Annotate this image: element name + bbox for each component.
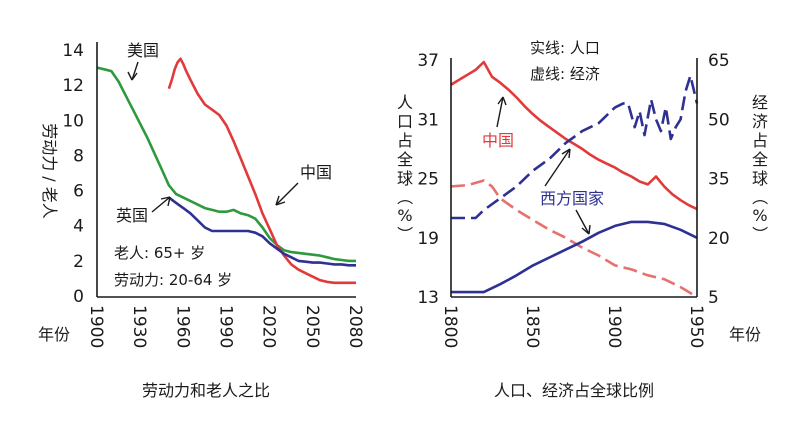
axis-title-char: 全 [397, 150, 413, 169]
share-chart-ylabel-right: 经济占全球（%） [750, 93, 769, 242]
x-tick-label: 1800 [440, 305, 460, 348]
x-tick-label: 2020 [259, 305, 279, 348]
x-tick-label: 1990 [216, 305, 236, 348]
axis-title-char: 占 [752, 131, 768, 150]
china-label-right: 中国 [482, 131, 514, 150]
west-arrow-upper [544, 148, 571, 187]
x-tick-label: 1960 [172, 305, 192, 348]
x-tick-label: 1950 [686, 305, 706, 348]
y-tick-label: 4 [73, 217, 84, 237]
series-line [167, 57, 356, 285]
axis-title-char: 济 [752, 112, 768, 131]
uk-label: 英国 [116, 206, 148, 225]
y-tick-label-left: 13 [417, 288, 439, 308]
axis-title-char: 口 [397, 112, 413, 131]
y-tick-label: 0 [73, 287, 84, 307]
axis-title-char: 占 [397, 131, 413, 150]
west-arrow-lower [575, 209, 590, 235]
china-label-left: 中国 [300, 163, 332, 182]
china-arrowhead-left [275, 195, 286, 206]
usa-arrow [131, 61, 139, 81]
west-arrowhead-upper [561, 148, 571, 159]
share-chart-caption: 人口、经济占全球比例 [494, 381, 654, 400]
y-tick-label: 2 [73, 252, 84, 272]
west-label: 西方国家 [540, 189, 604, 208]
y-tick-label-right: 5 [708, 288, 719, 308]
y-tick-label-right: 50 [708, 110, 730, 130]
axis-title-char: % [752, 206, 767, 225]
china-arrowhead-right [497, 96, 507, 106]
series-line [450, 60, 698, 211]
usa-arrowhead [127, 71, 138, 81]
share-chart-right-ticks: 5 20 35 50 65 [708, 51, 730, 308]
ratio-note-workforce: 劳动力: 20-64 岁 [114, 271, 232, 289]
ratio-chart-xlabel: 年份 [38, 325, 70, 344]
y-tick-label: 12 [62, 76, 84, 96]
axis-title-char: （ [395, 189, 414, 205]
y-tick-label-right: 20 [708, 229, 730, 249]
ratio-chart-caption: 劳动力和老人之比 [142, 381, 270, 400]
series-line [450, 179, 698, 299]
y-tick-label: 8 [73, 146, 84, 166]
y-tick-label-right: 65 [708, 51, 730, 71]
axis-title-char: 全 [752, 150, 768, 169]
west-arrowhead-lower [581, 224, 591, 235]
axis-title-char: 人 [397, 93, 413, 112]
ratio-chart-x-ticks: 1900 1930 1960 1990 2020 2050 2080 [86, 305, 365, 348]
y-tick-label-left: 37 [417, 51, 439, 71]
y-tick-label-left: 25 [417, 170, 439, 190]
share-chart-x-ticks: 1800 1850 1900 1950 [440, 305, 706, 348]
x-tick-label: 1900 [86, 305, 106, 348]
axis-title-char: 球 [752, 169, 768, 188]
x-tick-label: 2050 [302, 305, 322, 348]
axis-title-char: （ [750, 189, 769, 205]
series-line [168, 196, 356, 267]
y-tick-label: 6 [73, 182, 84, 202]
share-chart-left-ticks: 13 19 25 31 37 [417, 51, 439, 308]
china-arrow-left [275, 182, 299, 206]
y-tick-label-right: 35 [708, 170, 730, 190]
axis-title-char: ） [750, 226, 769, 242]
y-tick-label: 14 [62, 41, 84, 61]
axis-title-char: 经 [752, 93, 768, 112]
china-arrow-right [496, 96, 504, 128]
usa-label: 美国 [127, 41, 159, 60]
uk-arrowhead [160, 196, 171, 207]
x-tick-label: 1900 [604, 305, 624, 348]
x-tick-label: 2080 [345, 305, 365, 348]
axis-title-char: 球 [397, 169, 413, 188]
y-tick-label-left: 31 [417, 110, 439, 130]
ratio-chart: 劳动力 / 老人 0 2 4 6 8 10 12 14 1900 1930 1960 1990 202… [38, 41, 365, 400]
y-tick-label-left: 19 [417, 229, 439, 249]
series-line [451, 220, 698, 294]
uk-arrow [151, 196, 171, 213]
x-tick-label: 1930 [129, 305, 149, 348]
ratio-note-elderly: 老人: 65+ 岁 [114, 244, 205, 262]
x-tick-label: 1850 [522, 305, 542, 348]
share-chart-series [450, 60, 699, 299]
legend-dashed: 虚线: 经济 [530, 65, 600, 83]
axis-title-char: ） [395, 226, 414, 242]
axis-title-char: % [397, 206, 412, 225]
share-chart-xlabel: 年份 [729, 325, 761, 344]
ratio-chart-y-ticks: 0 2 4 6 8 10 12 14 [62, 41, 84, 307]
series-line [451, 74, 699, 220]
ratio-chart-series [96, 57, 356, 285]
series-line [96, 66, 356, 263]
legend-solid: 实线: 人口 [530, 39, 600, 57]
y-tick-label: 10 [62, 111, 84, 131]
ratio-chart-ylabel: 劳动力 / 老人 [40, 123, 59, 219]
